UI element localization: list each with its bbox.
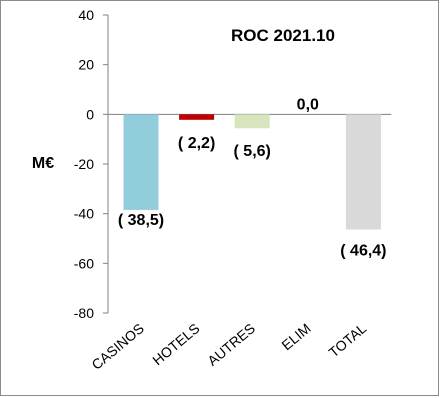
- bar-autres: [234, 114, 270, 129]
- bar-total: [345, 114, 381, 230]
- x-tick-labels: CASINOS HOTELS AUTRES ELIM TOTAL: [88, 320, 369, 373]
- data-label: ( 5,6): [234, 143, 271, 160]
- bar-hotels: [179, 114, 215, 120]
- y-tick-label: 20: [78, 57, 94, 73]
- bar-casinos: [123, 114, 159, 210]
- axes: 40 20 0 -20 -40 -60 -80: [74, 7, 392, 321]
- x-tick-label: AUTRES: [204, 320, 258, 369]
- y-tick-label: 40: [78, 7, 94, 23]
- data-label: ( 38,5): [118, 212, 164, 229]
- y-tick-label: 0: [86, 106, 94, 122]
- y-axis-label: M€: [32, 155, 54, 172]
- y-tick-label: -60: [74, 255, 94, 271]
- x-tick-label: HOTELS: [149, 320, 202, 368]
- data-label: ( 46,4): [340, 243, 386, 260]
- data-label: ( 2,2): [178, 135, 215, 152]
- x-tick-label: CASINOS: [88, 320, 147, 373]
- bars: [123, 114, 381, 230]
- y-tick-label: -20: [74, 156, 94, 172]
- x-tick-label: ELIM: [278, 320, 313, 353]
- chart-title: ROC 2021.10: [231, 26, 335, 45]
- data-label: 0,0: [297, 96, 319, 113]
- data-labels: ( 38,5) ( 2,2) ( 5,6) 0,0 ( 46,4): [118, 96, 387, 259]
- y-tick-label: -80: [74, 305, 94, 321]
- x-tick-label: TOTAL: [325, 320, 369, 361]
- y-tick-label: -40: [74, 206, 94, 222]
